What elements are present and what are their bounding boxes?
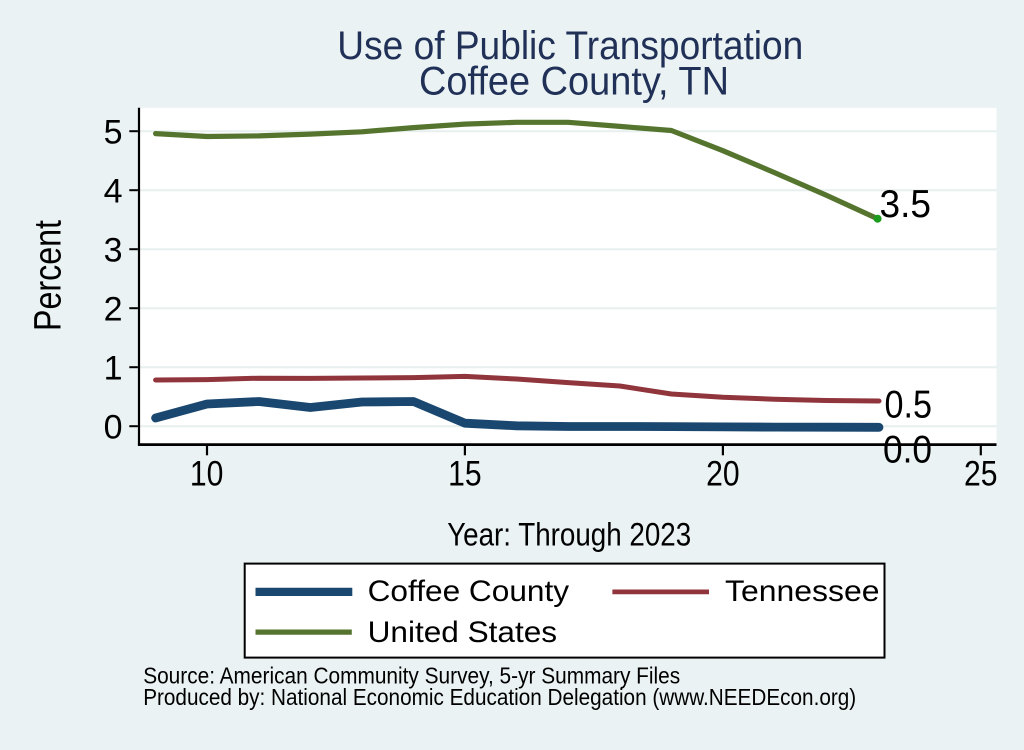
svg-text:Use of Public Transportation: Use of Public Transportation [337, 24, 803, 68]
svg-text:Coffee County, TN: Coffee County, TN [419, 59, 729, 103]
svg-text:Coffee County: Coffee County [368, 575, 570, 608]
svg-text:1: 1 [104, 350, 123, 388]
svg-text:Percent: Percent [28, 220, 70, 331]
svg-text:2: 2 [104, 291, 123, 329]
svg-text:15: 15 [448, 454, 482, 493]
svg-text:20: 20 [706, 454, 740, 493]
svg-text:5: 5 [104, 114, 123, 152]
svg-text:Year: Through 2023: Year: Through 2023 [447, 517, 691, 553]
svg-text:4: 4 [104, 173, 123, 211]
svg-text:Produced by: National Economic: Produced by: National Economic Education… [143, 684, 856, 710]
svg-text:10: 10 [190, 454, 224, 493]
svg-text:0.0: 0.0 [883, 429, 932, 472]
svg-text:3: 3 [104, 232, 123, 270]
svg-text:25: 25 [964, 454, 998, 493]
svg-text:Tennessee: Tennessee [725, 575, 880, 608]
svg-text:0: 0 [104, 409, 123, 447]
svg-text:0.5: 0.5 [885, 384, 933, 427]
svg-text:United States: United States [368, 616, 557, 649]
svg-text:3.5: 3.5 [880, 183, 932, 226]
svg-text:Source: American Community Sur: Source: American Community Survey, 5-yr … [143, 662, 680, 688]
